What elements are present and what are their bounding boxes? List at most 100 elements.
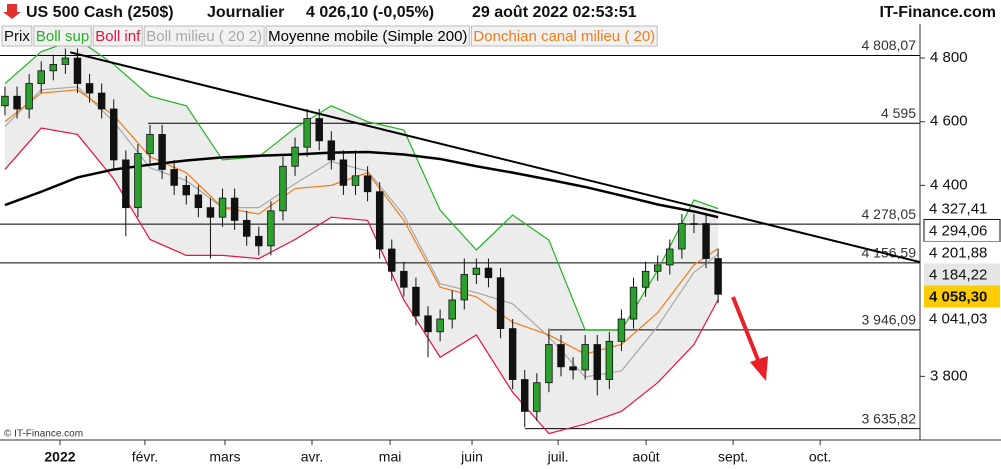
legend-box bbox=[143, 25, 265, 47]
price-tag: 4 041,03 bbox=[929, 310, 987, 327]
candle-body bbox=[448, 299, 456, 320]
candle-body bbox=[351, 175, 360, 186]
candle-body bbox=[557, 344, 565, 368]
legend: Prix Boll sup Boll inf Boll milieu ( 20 2) M… bbox=[1, 25, 658, 47]
candle-body bbox=[49, 64, 58, 72]
price-tag-box bbox=[924, 263, 1000, 286]
level-label: 3 635,82 bbox=[862, 410, 917, 426]
candle-body bbox=[363, 175, 372, 193]
candle-body bbox=[666, 248, 674, 266]
overlay: 4 800 4 600 4 400 3 800 2022 févr. mars avr. mai… bbox=[44, 49, 1001, 465]
candle-body bbox=[339, 159, 348, 186]
candle-body bbox=[605, 340, 614, 380]
legend-entry: Prix bbox=[4, 28, 30, 45]
header-bar bbox=[0, 0, 1001, 24]
candle-body bbox=[472, 267, 481, 275]
candle-body bbox=[678, 223, 686, 250]
candle-body bbox=[569, 366, 577, 371]
candle-body bbox=[194, 194, 203, 209]
candle-body bbox=[702, 223, 710, 259]
price-tag-box bbox=[924, 285, 1000, 308]
candle-body bbox=[545, 344, 553, 384]
candle-body bbox=[242, 219, 251, 237]
candle-body bbox=[110, 108, 118, 161]
plot-area: 4 808,07 4 595 4 278,05 4 156,59 3 946,09 3 6… bbox=[0, 37, 921, 435]
candle-body bbox=[97, 92, 106, 110]
legend-entry: Boll sup bbox=[36, 28, 89, 45]
legend-entry: Donchian canal milieu ( 20) bbox=[473, 28, 655, 45]
candle-body bbox=[146, 134, 154, 154]
candle-body bbox=[436, 318, 444, 333]
legend-box bbox=[1, 25, 33, 47]
candle-body bbox=[690, 223, 698, 225]
price-tag: 4 201,88 bbox=[929, 244, 987, 261]
candle-body bbox=[255, 235, 263, 247]
candle-body bbox=[37, 70, 45, 84]
candle-body bbox=[230, 197, 239, 221]
legend-entry: Moyenne mobile (Simple 200) bbox=[268, 28, 467, 45]
candle-body bbox=[617, 318, 626, 342]
candle-body bbox=[170, 169, 178, 186]
level-label: 4 278,05 bbox=[862, 206, 917, 222]
legend-entry: Boll inf bbox=[95, 28, 141, 45]
candle-body bbox=[412, 286, 420, 317]
legend-entry: Boll milieu ( 20 2) bbox=[146, 28, 262, 45]
price-tag: 4 294,06 bbox=[929, 222, 987, 239]
arrow-shaft bbox=[731, 296, 760, 361]
x-tick-label: avr. bbox=[301, 449, 324, 465]
legend-box bbox=[470, 25, 658, 47]
candle-body bbox=[122, 159, 130, 209]
candle-body bbox=[158, 134, 166, 170]
trend-icon bbox=[3, 4, 21, 19]
candle-body bbox=[581, 344, 589, 371]
price-tag-box bbox=[924, 241, 1000, 264]
candle-body bbox=[508, 328, 517, 380]
site: IT-Finance.com bbox=[880, 4, 996, 21]
trendline bbox=[69, 51, 921, 264]
price-tag: 4 327,41 bbox=[929, 200, 987, 217]
level-label: 4 808,07 bbox=[862, 37, 917, 53]
price-tag: 4 184,22 bbox=[929, 266, 987, 283]
y-tick-label: 4 800 bbox=[930, 49, 968, 66]
candle-body bbox=[85, 83, 94, 94]
datetime: 29 août 2022 02:53:51 bbox=[472, 4, 637, 21]
instrument: US 500 Cash (250$) bbox=[26, 4, 174, 21]
candle-body bbox=[73, 57, 82, 84]
x-tick-label: 2022 bbox=[44, 449, 75, 465]
period: Journalier bbox=[207, 4, 284, 21]
y-tick-label: 3 800 bbox=[930, 367, 968, 384]
candle-body bbox=[641, 270, 650, 288]
indicator-line bbox=[4, 38, 719, 331]
x-tick-label: oct. bbox=[809, 449, 832, 465]
candle-body bbox=[218, 197, 227, 218]
candle-body bbox=[13, 95, 21, 110]
candle-body bbox=[533, 382, 541, 412]
level-label: 3 946,09 bbox=[862, 312, 917, 328]
candle-body bbox=[182, 184, 190, 196]
x-tick-label: mai bbox=[379, 449, 402, 465]
candle-body bbox=[400, 270, 408, 288]
candle-body bbox=[629, 286, 638, 320]
candle-body bbox=[279, 165, 287, 212]
x-tick-label: juin bbox=[460, 449, 483, 465]
candle-body bbox=[484, 267, 493, 279]
price-tag-box bbox=[924, 307, 1000, 330]
candle-body bbox=[521, 379, 529, 412]
copyright: © IT-Finance.com bbox=[4, 429, 83, 440]
x-tick-label: févr. bbox=[132, 449, 158, 465]
candle-body bbox=[375, 191, 384, 250]
candle-body bbox=[460, 274, 469, 301]
level-label: 4 156,59 bbox=[862, 245, 917, 261]
candle-body bbox=[327, 140, 336, 161]
y-tick-label: 4 600 bbox=[930, 113, 968, 130]
x-tick-label: août bbox=[632, 449, 659, 465]
candle-body bbox=[61, 57, 70, 65]
candle-body bbox=[1, 95, 9, 107]
level-label: 4 595 bbox=[881, 105, 916, 121]
candle-body bbox=[303, 118, 311, 148]
candle-body bbox=[25, 83, 33, 110]
price-tag-box bbox=[924, 197, 1000, 220]
price-tag: 4 058,30 bbox=[929, 288, 987, 305]
legend-box bbox=[33, 25, 92, 47]
candle-body bbox=[291, 146, 299, 167]
